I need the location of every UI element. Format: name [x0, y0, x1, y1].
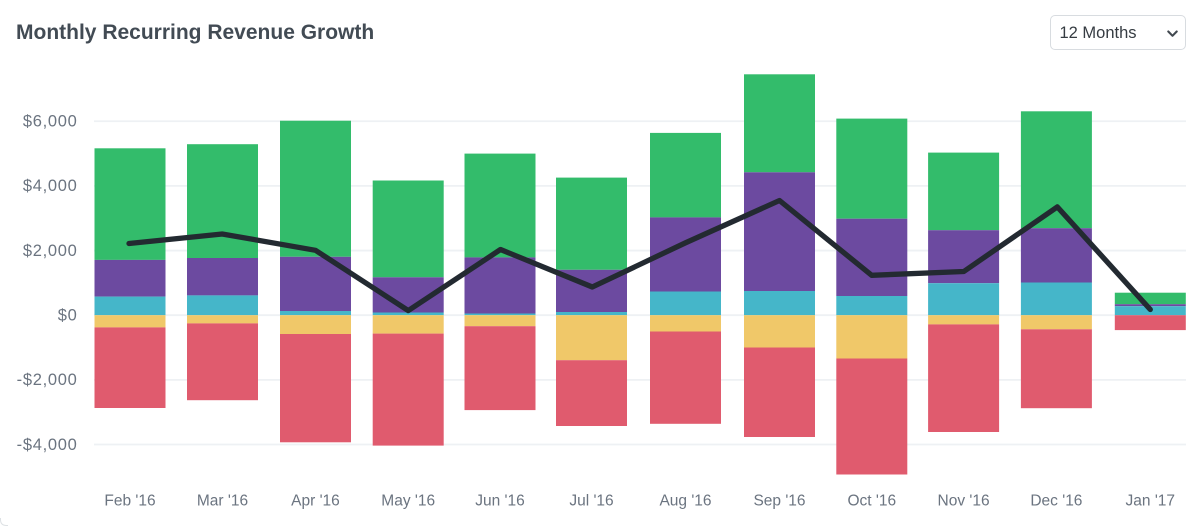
- svg-text:Mar '16: Mar '16: [197, 493, 248, 510]
- svg-text:Dec '16: Dec '16: [1030, 493, 1082, 510]
- svg-text:Apr '16: Apr '16: [291, 493, 340, 510]
- svg-text:May '16: May '16: [381, 493, 435, 510]
- svg-text:Jul '16: Jul '16: [569, 493, 613, 510]
- svg-text:$0: $0: [58, 307, 78, 325]
- svg-text:$6,000: $6,000: [23, 113, 78, 131]
- svg-text:-$4,000: -$4,000: [17, 436, 78, 454]
- svg-text:Oct '16: Oct '16: [847, 493, 896, 510]
- svg-text:Aug '16: Aug '16: [659, 493, 711, 510]
- svg-text:Feb '16: Feb '16: [104, 493, 155, 510]
- svg-text:Sep '16: Sep '16: [753, 493, 805, 510]
- svg-text:$4,000: $4,000: [23, 177, 78, 195]
- svg-text:Jan '17: Jan '17: [1126, 493, 1176, 510]
- svg-text:Jun '16: Jun '16: [475, 493, 525, 510]
- svg-text:Nov '16: Nov '16: [938, 493, 990, 510]
- svg-text:-$2,000: -$2,000: [17, 371, 78, 389]
- svg-text:$2,000: $2,000: [23, 242, 78, 260]
